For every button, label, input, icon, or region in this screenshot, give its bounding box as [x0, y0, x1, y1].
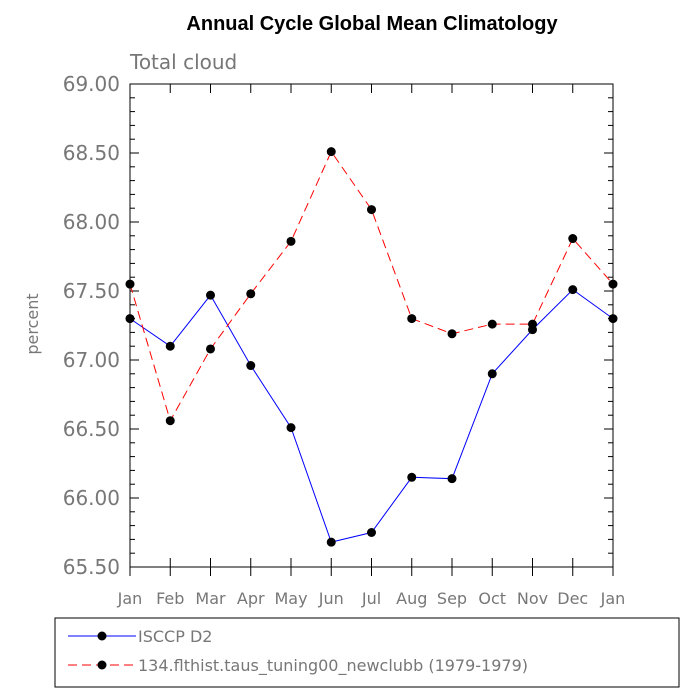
x-tick-label: Jan [117, 589, 143, 608]
chart-subtitle: Total cloud [129, 50, 237, 74]
legend-items: ISCCP D2 134.flthist.taus_tuning00_newclu… [68, 627, 528, 676]
data-point-1 [608, 279, 618, 289]
data-point-0 [447, 474, 457, 484]
data-point-0 [286, 423, 296, 433]
y-tick-label: 68.00 [63, 210, 120, 234]
y-axis-label: percent [23, 293, 42, 354]
x-tick-label: Oct [478, 589, 506, 608]
x-tick-label: Sep [437, 589, 467, 608]
data-point-1 [407, 314, 417, 324]
legend-label-1: 134.flthist.taus_tuning00_newclubb (1979… [138, 656, 528, 676]
data-point-1 [568, 234, 578, 244]
legend-marker-0 [97, 631, 107, 641]
x-tick-label: Jun [318, 589, 344, 608]
series-layer [125, 147, 618, 547]
data-point-1 [286, 236, 296, 246]
axis-ticks: 65.50 66.00 66.50 67.00 67.50 68.00 68.50 69.00… [63, 72, 626, 608]
data-point-1 [326, 147, 336, 157]
plot-area [129, 83, 614, 568]
data-point-1 [367, 205, 376, 215]
data-point-1 [125, 279, 135, 289]
data-point-0 [206, 290, 215, 300]
data-point-1 [528, 319, 537, 329]
data-point-1 [447, 329, 457, 339]
data-point-0 [568, 285, 578, 295]
x-tick-label: Aug [396, 589, 427, 608]
x-tick-label: Jan [600, 589, 626, 608]
data-point-0 [165, 341, 175, 351]
y-tick-label: 65.50 [63, 555, 120, 579]
data-point-1 [487, 319, 497, 329]
legend-label-0: ISCCP D2 [138, 627, 212, 646]
data-point-0 [326, 537, 336, 547]
y-tick-label: 67.00 [63, 348, 120, 372]
data-point-1 [246, 289, 256, 299]
y-tick-label: 66.00 [63, 486, 120, 510]
data-point-0 [246, 361, 256, 371]
data-point-0 [125, 314, 135, 324]
y-tick-label: 68.50 [63, 141, 120, 165]
data-point-0 [407, 472, 417, 482]
series-line-1 [129, 150, 614, 422]
x-tick-label: Mar [195, 589, 226, 608]
y-tick-label: 69.00 [63, 72, 120, 96]
legend-marker-1 [97, 660, 107, 670]
y-tick-label: 67.50 [63, 279, 120, 303]
data-point-0 [608, 314, 618, 324]
x-tick-label: May [274, 589, 307, 608]
legend [54, 617, 680, 688]
x-tick-label: Dec [557, 589, 588, 608]
data-point-1 [165, 416, 175, 426]
chart-title: Annual Cycle Global Mean Climatology [186, 13, 558, 35]
series-line-0 [129, 288, 614, 543]
y-tick-label: 66.50 [63, 417, 120, 441]
x-tick-label: Jul [361, 589, 381, 608]
data-point-0 [487, 369, 497, 379]
data-point-1 [206, 344, 215, 354]
x-tick-label: Apr [237, 589, 265, 608]
data-point-0 [367, 528, 376, 537]
x-tick-label: Nov [517, 589, 548, 608]
x-tick-label: Feb [156, 589, 184, 608]
